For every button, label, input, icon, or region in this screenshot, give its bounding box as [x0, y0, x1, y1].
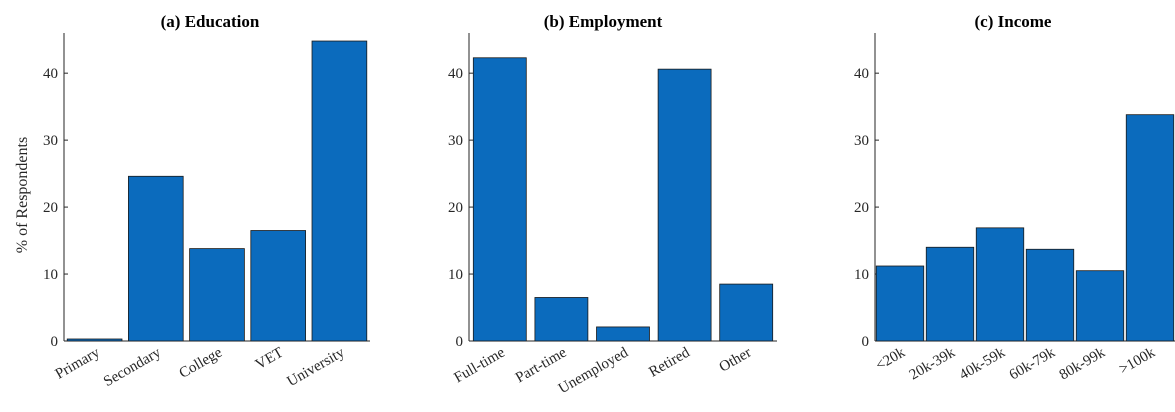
x-tick-label: Primary — [53, 344, 103, 382]
x-tick-label: Secondary — [101, 344, 164, 390]
y-tick-label: 40 — [43, 66, 58, 82]
y-tick-label: 20 — [448, 200, 463, 216]
plot-area: 0 10 20 30 40 <20k20k-39k40k-59k60k-79k80k-99… — [854, 33, 1175, 383]
bar — [1125, 114, 1175, 342]
bar — [472, 57, 527, 342]
bar — [975, 227, 1025, 342]
y-axis-label: % of Respondents — [14, 137, 31, 253]
y-tick-label: 40 — [448, 66, 463, 82]
y-tick-label: 0 — [456, 334, 464, 350]
bar — [596, 326, 650, 342]
bar — [875, 265, 925, 342]
x-tick-label: Unemployed — [556, 344, 632, 397]
y-tick-label: 10 — [448, 267, 463, 283]
y-tick-label: 20 — [854, 200, 869, 216]
x-tick-label: Retired — [646, 344, 693, 380]
y-tick-label: 10 — [43, 267, 58, 283]
panel-education: (a) Education % of Respondents 0 10 20 30 40… — [14, 12, 370, 390]
x-tick-label: <20k — [873, 344, 908, 374]
y-tick-label: 10 — [854, 267, 869, 283]
bar — [311, 40, 368, 342]
bar — [534, 297, 589, 342]
x-tick-label: Other — [717, 345, 755, 376]
bar — [1025, 248, 1075, 342]
panel-income: (c) Income 0 10 20 30 40 <20k20k-39k40k-59k60… — [854, 12, 1175, 383]
x-tick-label: University — [285, 344, 348, 390]
bar — [925, 246, 975, 342]
x-tick-label: College — [177, 344, 226, 381]
chart-title: (a) Education — [161, 12, 260, 31]
x-tick-label: 60k-79k — [1007, 344, 1059, 383]
x-tick-label: 80k-99k — [1057, 344, 1109, 383]
y-tick-label: 30 — [854, 133, 869, 149]
bar — [657, 68, 712, 342]
y-tick-label: 0 — [862, 334, 870, 350]
bar — [66, 338, 123, 342]
y-tick-label: 40 — [854, 66, 869, 82]
bar — [189, 248, 245, 342]
y-tick-label: 0 — [51, 334, 59, 350]
x-tick-label: Full-time — [451, 344, 508, 386]
chart-title: (b) Employment — [544, 12, 663, 31]
chart-title: (c) Income — [975, 12, 1052, 31]
x-tick-label: 40k-59k — [957, 344, 1009, 383]
x-tick-label: 20k-39k — [907, 344, 959, 383]
bar — [1075, 270, 1125, 342]
bar — [250, 230, 306, 342]
y-tick-label: 30 — [43, 133, 58, 149]
x-tick-label: >100k — [1117, 344, 1159, 377]
x-tick-label: VET — [253, 345, 286, 373]
y-tick-label: 20 — [43, 200, 58, 216]
bar — [719, 283, 774, 342]
y-tick-label: 30 — [448, 133, 463, 149]
bar — [128, 175, 184, 342]
